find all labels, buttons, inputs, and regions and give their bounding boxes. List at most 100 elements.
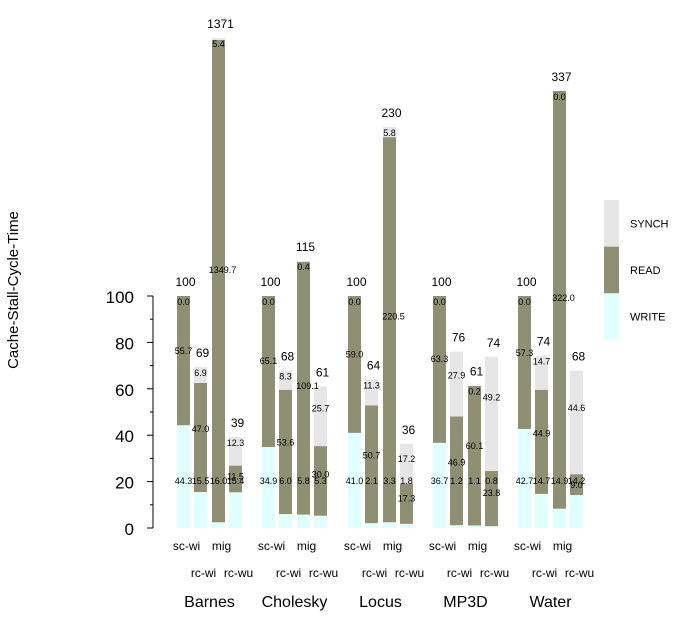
legend-label-read: READ <box>630 265 661 277</box>
bar-total-label: 61 <box>470 365 484 379</box>
y-tick-label: 40 <box>115 427 134 446</box>
bar-segment-write <box>314 516 327 528</box>
bar-segment-read <box>518 296 531 429</box>
bar-segment-read <box>365 406 378 524</box>
bar-total-label: 39 <box>231 416 245 430</box>
bar-segment-write <box>553 509 566 528</box>
bar-total-label: 115 <box>296 240 315 254</box>
legend-swatch-synch <box>604 200 619 247</box>
synch-value-label: 0.4 <box>297 262 310 272</box>
category-label: rc-wi <box>362 566 387 580</box>
legend-label-synch: SYNCH <box>630 218 669 230</box>
synch-value-label: 11.3 <box>363 380 380 390</box>
read-value-label: 9.0 <box>570 480 583 490</box>
write-value-label: 2.1 <box>365 476 378 486</box>
write-value-label: 41.0 <box>346 476 364 486</box>
bar-segment-write <box>262 447 275 528</box>
write-value-label: 14.7 <box>533 476 551 486</box>
read-value-label: 65.1 <box>260 356 278 366</box>
bar-total-label: 36 <box>402 423 416 437</box>
read-value-label: 322.0 <box>552 293 575 303</box>
category-label: mig <box>297 539 316 553</box>
bar-segment-write <box>535 494 548 528</box>
category-label: sc-wi <box>344 539 371 553</box>
bar-segment-write <box>450 525 463 528</box>
synch-value-label: 6.9 <box>194 368 207 378</box>
bar-segment-write <box>570 495 583 528</box>
read-value-label: 46.9 <box>448 457 466 467</box>
bar-total-label: 68 <box>281 349 295 363</box>
write-value-label: 34.9 <box>260 476 278 486</box>
bar-segment-write <box>383 522 396 528</box>
category-label: mig <box>212 539 231 553</box>
category-label: rc-wi <box>447 566 472 580</box>
bar-total-label: 74 <box>537 335 551 349</box>
synch-value-label: 0.0 <box>262 297 275 307</box>
read-value-label: 30.0 <box>312 469 330 479</box>
category-label: rc-wi <box>191 566 216 580</box>
write-value-label: 0.8 <box>485 476 498 486</box>
category-label: mig <box>468 539 487 553</box>
group-label: MP3D <box>443 594 487 611</box>
y-tick-label: 20 <box>115 474 134 493</box>
bar-total-label: 69 <box>196 346 210 360</box>
synch-value-label: 5.4 <box>212 39 225 49</box>
bar-total-label: 230 <box>381 106 401 120</box>
bar-segment-synch <box>570 371 583 474</box>
category-label: rc-wu <box>395 566 424 580</box>
bar-total-label: 100 <box>431 275 451 289</box>
bar-segment-read <box>400 484 413 524</box>
bar-segment-write <box>297 515 310 528</box>
write-value-label: 3.3 <box>383 476 396 486</box>
read-value-label: 50.7 <box>363 450 381 460</box>
write-value-label: 1.8 <box>400 476 413 486</box>
write-value-label: 16.0 <box>210 476 228 486</box>
category-label: sc-wi <box>258 539 285 553</box>
category-label: mig <box>383 539 402 553</box>
bar-segment-synch <box>485 357 498 471</box>
read-value-label: 44.9 <box>533 429 551 439</box>
write-value-label: 1.1 <box>468 476 481 486</box>
read-value-label: 59.0 <box>346 350 364 360</box>
bar-segment-write <box>485 526 498 528</box>
bar-segment-synch <box>450 352 463 417</box>
synch-value-label: 14.7 <box>533 357 551 367</box>
bar-total-label: 100 <box>175 275 195 289</box>
read-value-label: 220.5 <box>382 311 405 321</box>
category-label: rc-wu <box>480 566 509 580</box>
bar-total-label: 61 <box>316 365 330 379</box>
bar-segment-read <box>450 416 463 525</box>
y-tick-label: 80 <box>115 334 134 353</box>
bar-segment-read <box>433 296 446 443</box>
y-tick-label: 0 <box>125 520 134 539</box>
synch-value-label: 25.7 <box>312 403 330 413</box>
write-value-label: 6.0 <box>279 476 292 486</box>
synch-value-label: 8.3 <box>279 371 292 381</box>
bar-segment-read <box>348 296 361 433</box>
read-value-label: 17.3 <box>398 494 416 504</box>
bar-segment-synch <box>314 386 327 446</box>
synch-value-label: 49.2 <box>483 393 501 403</box>
write-value-label: 44.3 <box>175 476 193 486</box>
write-value-label: 36.7 <box>431 476 449 486</box>
bar-total-label: 64 <box>367 358 381 372</box>
group-label: Barnes <box>184 594 235 611</box>
category-label: rc-wu <box>224 566 253 580</box>
bar-segment-read <box>468 386 481 525</box>
write-value-label: 42.7 <box>516 476 534 486</box>
synch-value-label: 0.0 <box>553 92 566 102</box>
read-value-label: 109.1 <box>296 381 319 391</box>
category-label: sc-wi <box>173 539 200 553</box>
read-value-label: 11.5 <box>227 472 244 482</box>
synch-value-label: 0.0 <box>177 297 190 307</box>
legend-swatch-read <box>604 247 619 294</box>
bar-segment-write <box>229 492 242 528</box>
bar-segment-read <box>212 40 225 522</box>
bar-total-label: 100 <box>346 275 366 289</box>
read-value-label: 57.3 <box>516 348 534 358</box>
read-value-label: 47.0 <box>192 424 210 434</box>
